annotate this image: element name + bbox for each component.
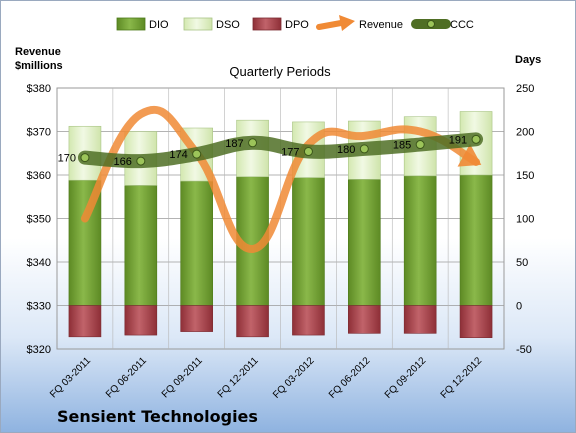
right-axis-title: Days [515,54,542,66]
ccc-point [192,149,202,159]
bar-dpo [68,305,102,338]
bar-dpo [236,305,269,338]
left-tick-label: $370 [27,127,51,139]
revenue-line [80,105,481,253]
legend-ccc-marker [427,20,435,28]
ccc-point [303,147,313,157]
ccc-data-label: 170 [58,153,76,165]
revenue-arrowhead [457,143,482,167]
bar-dio [180,180,213,306]
legend-swatch [183,17,213,31]
left-axis-title-line2: $millions [15,60,63,72]
ccc-point [248,138,258,148]
ccc-point [359,144,369,154]
company-name: Sensient Technologies [57,407,258,426]
bar-dio [124,185,158,306]
x-tick-label: FQ 06-2012 [327,355,373,401]
ccc-point [80,153,90,163]
bar-dpo [124,305,158,336]
bar-dpo [459,305,493,338]
legend-label: DPO [285,19,309,31]
legend-label: Revenue [359,19,403,31]
left-tick-label: $340 [27,257,51,269]
x-tick-label: FQ 03-2012 [271,355,317,401]
ccc-data-label: 191 [449,134,467,146]
bar-dpo [180,305,213,332]
ccc-data-label: 180 [337,144,355,156]
right-tick-label: 50 [516,257,528,269]
legend-label: DSO [216,19,240,31]
bar-dpo [403,305,437,334]
legend-swatch [252,17,282,31]
right-tick-label: 150 [516,170,534,182]
ccc-point [471,134,481,144]
legend-revenue-arrowhead [339,15,355,31]
left-axis-title: Revenue $millions [15,45,63,73]
left-tick-label: $320 [27,344,51,356]
left-tick-label: $350 [27,214,51,226]
legend-label: DIO [149,19,169,31]
right-tick-label: 0 [516,301,522,313]
ccc-data-label: 185 [393,140,411,152]
ccc-line [77,132,484,169]
bar-dio [348,179,381,306]
chart-title: Quarterly Periods [229,64,331,79]
x-tick-label: FQ 06-2011 [104,355,149,400]
right-tick-label: -50 [516,344,532,356]
ccc-data-label: 187 [225,138,243,150]
bar-dpo [292,305,325,336]
left-tick-label: $380 [27,83,51,95]
bar-dpo [348,305,381,334]
bar-dio [292,177,325,306]
right-tick-label: 200 [516,127,534,139]
legend-swatch [116,17,146,31]
right-tick-label: 250 [516,83,534,95]
left-axis-title-line1: Revenue [15,46,61,58]
x-tick-label: FQ 09-2011 [160,355,205,400]
ccc-data-label: 166 [113,156,131,168]
legend-revenue-line [316,20,344,30]
ccc-point [415,140,425,150]
ccc-data-label: 174 [169,149,187,161]
x-tick-label: FQ 09-2012 [383,355,429,401]
ccc-data-label: 177 [281,147,299,159]
left-tick-label: $360 [27,170,51,182]
legend-label: CCC [450,19,474,31]
bar-dio [459,174,493,306]
right-tick-label: 100 [516,214,534,226]
bar-dio [403,175,437,306]
x-tick-label: FQ 03-2011 [48,355,93,400]
x-tick-label: FQ 12-2012 [439,355,485,401]
x-tick-label: FQ 12-2011 [216,355,261,400]
ccc-point [136,156,146,166]
left-tick-label: $330 [27,301,51,313]
